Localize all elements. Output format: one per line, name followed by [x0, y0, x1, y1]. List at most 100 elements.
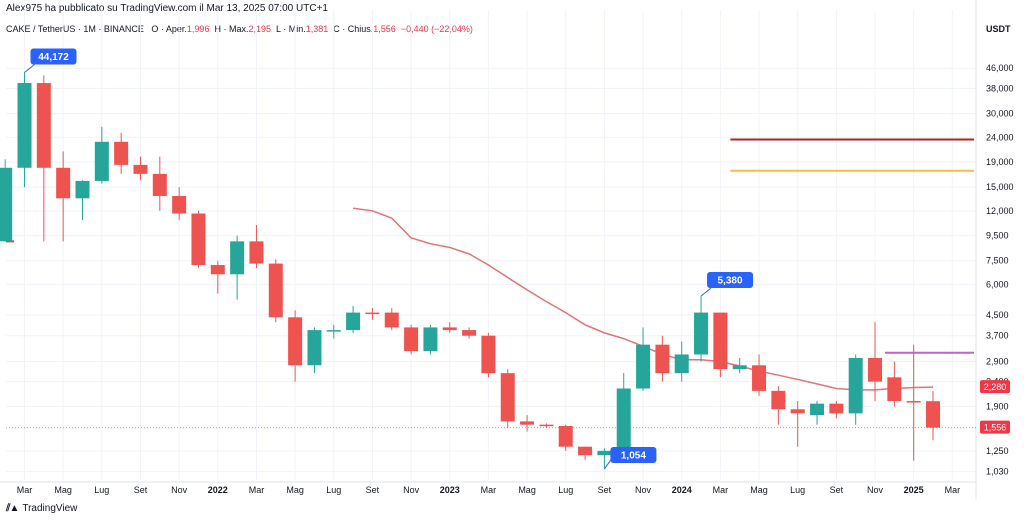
candle: [636, 327, 651, 391]
candle: [114, 132, 129, 174]
legend-symbol[interactable]: CAKE / TetherUS · 1M · BINANCE: [6, 24, 144, 34]
callout-label: 1,054: [621, 450, 646, 461]
candle: [655, 335, 670, 382]
callout-box: [707, 271, 754, 288]
candle: [56, 151, 71, 242]
candle: [249, 224, 264, 269]
candle-body: [268, 263, 283, 318]
y-axis-unit: USDT: [986, 24, 1011, 34]
candle: [500, 369, 515, 429]
y-tick-label: 12,000: [986, 206, 1014, 216]
x-tick-label: Set: [598, 485, 612, 495]
y-tick-label: 1,030: [986, 466, 1009, 476]
candle: [694, 295, 709, 362]
callout-pointer: [700, 287, 712, 297]
candle-body: [36, 83, 51, 168]
candle-body: [848, 357, 863, 414]
candle-body: [636, 344, 651, 389]
x-tick-label: Lug: [326, 485, 341, 495]
candle: [94, 126, 109, 184]
y-tick-label: 4,500: [986, 310, 1009, 320]
y-tick-label: 3,700: [986, 331, 1009, 341]
candle: [0, 159, 13, 242]
candle: [674, 341, 689, 382]
candle: [191, 210, 206, 269]
candle-body: [384, 312, 399, 328]
candle: [75, 180, 90, 221]
x-tick-label: Lug: [790, 485, 805, 495]
candle-body: [868, 357, 883, 382]
callout-box: [30, 48, 77, 65]
x-tick-label: Nov: [403, 485, 420, 495]
candle-body: [307, 330, 322, 366]
candle-body: [75, 180, 90, 199]
x-tick-label: Mag: [518, 485, 536, 495]
callout-pointer: [24, 64, 35, 73]
candle-body: [674, 354, 689, 374]
candle: [713, 312, 728, 378]
x-tick-label: Nov: [635, 485, 652, 495]
tradingview-logo-icon: ⫽▲: [6, 503, 19, 514]
brand-name: TradingView: [22, 503, 78, 514]
candle-body: [346, 312, 361, 331]
candle: [17, 72, 32, 188]
candle-body: [423, 327, 438, 352]
candle: [288, 310, 303, 382]
candle-body: [152, 173, 167, 196]
candle-body: [56, 167, 71, 199]
candle-body: [752, 365, 767, 391]
legend-open-value: 1,996: [186, 24, 210, 34]
candles: [0, 72, 941, 469]
candle: [829, 400, 844, 419]
candle: [732, 357, 747, 374]
candle-body: [520, 421, 535, 425]
candle-body: [790, 409, 805, 414]
x-tick-label: Nov: [171, 485, 188, 495]
candle: [868, 322, 883, 401]
candle-body: [133, 164, 148, 174]
candle: [172, 187, 187, 221]
axis-price-marker: 2,280: [980, 380, 1010, 394]
candle: [752, 354, 767, 396]
candle-body: [442, 327, 457, 331]
callout-label: 44,172: [38, 52, 69, 63]
y-axis: 46,000 38,000 30,000 24,000 19,000 15,000 12,0…: [980, 63, 1014, 476]
candle: [906, 344, 921, 461]
x-tick-label: Mar: [481, 485, 497, 495]
y-tick-label: 24,000: [986, 132, 1014, 142]
axis-marker-box: [980, 380, 1010, 394]
x-tick-label: Set: [366, 485, 380, 495]
candle: [346, 305, 361, 333]
publisher-line: Alex975 ha pubblicato su TradingView.com…: [6, 3, 328, 14]
y-tick-label: 15,000: [986, 182, 1014, 192]
candle-body: [462, 330, 477, 336]
axis-marker-box: [980, 420, 1010, 434]
candle: [558, 424, 573, 451]
candle-body: [771, 390, 786, 410]
candle-body: [558, 426, 573, 447]
x-tick-label: Mag: [750, 485, 768, 495]
tradingview-brand[interactable]: ⫽▲ TradingView: [6, 503, 77, 514]
price-callout: 44,172: [24, 48, 77, 73]
candle-body: [288, 317, 303, 366]
candle-body: [887, 377, 902, 401]
candle: [268, 259, 283, 323]
x-tick-label: 2022: [208, 485, 228, 495]
x-tick-label: Mag: [286, 485, 304, 495]
x-tick-label: Set: [134, 485, 148, 495]
legend-high-label: H · Max.: [214, 24, 249, 34]
x-tick-label: Mar: [249, 485, 265, 495]
candle: [481, 332, 496, 378]
x-tick-label: Mar: [17, 485, 33, 495]
legend-change-value: −0,440 (−22,04%): [400, 24, 473, 34]
grid-lines: [0, 0, 977, 500]
candle: [597, 448, 612, 469]
x-tick-label: Nov: [867, 485, 884, 495]
candle-body: [578, 446, 593, 456]
candle-body: [326, 330, 341, 332]
candle: [230, 235, 245, 300]
price-callout: 5,380: [700, 271, 754, 297]
horizontal-levels: [730, 138, 974, 354]
candle-body: [732, 365, 747, 370]
